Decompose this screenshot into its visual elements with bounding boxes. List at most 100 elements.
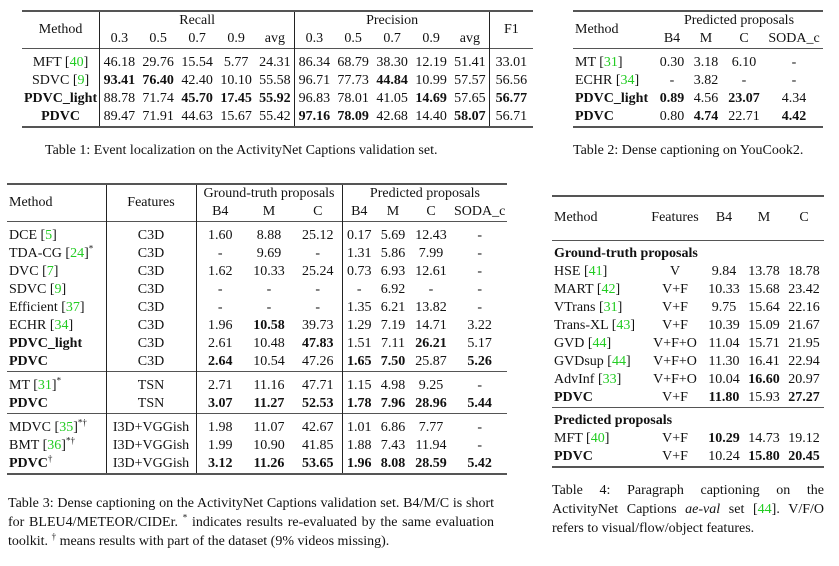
col-threshold: 0.9 — [227, 31, 245, 46]
value-cell: - — [266, 282, 272, 297]
citation-link[interactable]: 36 — [47, 438, 62, 453]
features-cell: V+F — [662, 281, 688, 297]
features-cell: C3D — [105, 227, 196, 245]
method-cell: MFT [40] — [32, 55, 89, 70]
col-metric: C — [739, 31, 749, 46]
citation-link[interactable]: 34 — [620, 73, 635, 88]
method-name: MFT — [554, 430, 583, 446]
value-cell: 12.61 — [415, 264, 447, 279]
table-3: Method Features Ground-truth proposals P… — [7, 183, 508, 475]
method-name: GVDsup — [554, 353, 604, 369]
method-name: MDVC — [9, 420, 52, 435]
value-cell: 25.24 — [302, 264, 334, 279]
value-cell: - — [669, 73, 675, 88]
spacer-row — [7, 221, 507, 227]
value-cell: 7.96 — [380, 396, 406, 411]
method-name: PDVC — [9, 456, 48, 471]
value-cell: 7.50 — [380, 354, 406, 369]
method-name: PDVC_light — [9, 336, 83, 351]
features-cell: C3D — [105, 353, 196, 372]
spacer — [105, 371, 196, 377]
value-cell: 1.65 — [341, 353, 376, 372]
citation-link[interactable]: 31 — [37, 378, 52, 393]
spacer — [489, 48, 533, 54]
value-cell: 29.76 — [142, 55, 174, 70]
value-cell: 1.78 — [341, 395, 376, 414]
caption-text: set [ — [720, 502, 758, 517]
value-cell: 1.60 — [195, 227, 244, 245]
citation-link[interactable]: 35 — [59, 420, 74, 435]
value-cell: 3.22 — [467, 318, 492, 333]
value-cell: 78.09 — [337, 109, 369, 124]
value-cell: 46.18 — [99, 54, 139, 72]
features-cell: I3D+VGGish — [105, 419, 196, 437]
citation-link[interactable]: 5 — [45, 228, 53, 243]
value-cell: 3.07 — [195, 395, 244, 414]
value-cell: 25.87 — [415, 354, 447, 369]
value-cell: 10.33 — [253, 264, 285, 279]
citation-link[interactable]: 9 — [54, 282, 62, 297]
value-cell: 55.92 — [259, 91, 291, 106]
col-threshold: avg — [459, 31, 480, 46]
method-name: ECHR — [575, 73, 613, 88]
features-cell: V+F — [662, 299, 688, 315]
value-cell: - — [195, 299, 244, 317]
citation-link[interactable]: 9 — [77, 73, 85, 88]
citation-link[interactable]: 7 — [46, 264, 54, 279]
value-cell: 10.33 — [708, 281, 740, 297]
citation-link[interactable]: 44 — [592, 335, 607, 351]
table-2: Method Predicted proposals B4 M C SODA_c MT… — [573, 10, 823, 128]
value-cell: - — [791, 55, 797, 70]
citation-link[interactable]: 37 — [65, 300, 80, 315]
features-cell: TSN — [105, 377, 196, 395]
group-header-row: Predicted proposals — [552, 407, 824, 430]
value-cell: 1.15 — [341, 377, 376, 395]
table-row: MT [31] 0.30 3.18 6.10 - — [573, 54, 823, 72]
value-cell: 11.27 — [253, 396, 285, 411]
citation-link[interactable]: 24 — [70, 246, 85, 261]
table-row: PDVC TSN 3.07 11.27 52.53 1.78 7.96 28.96 5.44 — [7, 395, 508, 414]
method-cell: PDVC_light — [22, 90, 100, 108]
col-method: Method — [9, 195, 53, 210]
citation-link[interactable]: 31 — [603, 299, 618, 315]
method-name: PDVC — [554, 448, 593, 464]
citation-link[interactable]: 34 — [54, 318, 69, 333]
youcook2-table: Method Predicted proposals B4 M C SODA_c MT… — [573, 10, 823, 128]
col-metric: B4 — [663, 31, 681, 46]
citation-link[interactable]: 41 — [588, 263, 603, 279]
method-cell: DCE [5] — [9, 228, 57, 243]
citation-link[interactable]: 33 — [602, 371, 617, 387]
value-cell: - — [266, 300, 272, 315]
col-threshold: 0.5 — [344, 31, 362, 46]
features-cell: C3D — [105, 281, 196, 299]
method-name: TDA-CG — [9, 246, 62, 261]
citation-link[interactable]: 40 — [590, 430, 605, 446]
table-row: PDVC 89.47 71.91 44.63 15.67 55.42 97.16 78.09 4… — [22, 108, 533, 127]
spacer — [341, 413, 376, 419]
citation-link[interactable]: 40 — [69, 55, 84, 70]
citation-link[interactable]: 44 — [757, 502, 772, 517]
table-row: Trans-XL [43] V+F 10.39 15.09 21.67 — [552, 317, 824, 335]
value-cell: 16.41 — [748, 353, 780, 369]
value-cell: 15.71 — [748, 335, 780, 351]
value-cell: 1.51 — [341, 335, 376, 353]
value-cell: 5.26 — [467, 354, 492, 369]
value-cell: 41.05 — [376, 91, 408, 106]
col-threshold: 0.9 — [422, 31, 440, 46]
citation-link[interactable]: 31 — [603, 55, 618, 70]
citation-link[interactable]: 42 — [601, 281, 616, 297]
features-cell: I3D+VGGish — [105, 455, 196, 474]
table-row: PDVC_light 0.89 4.56 23.07 4.34 — [573, 90, 823, 108]
table-row: MDVC [35]*† I3D+VGGish 1.98 11.07 42.67 1.01 6… — [7, 418, 507, 437]
citation-link[interactable]: 43 — [616, 317, 631, 333]
value-cell: 51.41 — [454, 55, 486, 70]
citation-link[interactable]: 44 — [611, 353, 626, 369]
table-row: DCE [5] C3D 1.60 8.88 25.12 0.17 5.69 12.43 - — [7, 227, 507, 245]
table-row: GVD [44] V+F+O 11.04 15.71 21.95 — [552, 335, 824, 353]
footnote-mark: * — [88, 243, 94, 254]
value-cell: 42.67 — [302, 420, 334, 435]
value-cell: 58.07 — [454, 109, 486, 124]
value-cell: 10.29 — [708, 430, 740, 446]
value-cell: 22.94 — [788, 353, 820, 369]
value-cell: 47.26 — [302, 354, 334, 369]
